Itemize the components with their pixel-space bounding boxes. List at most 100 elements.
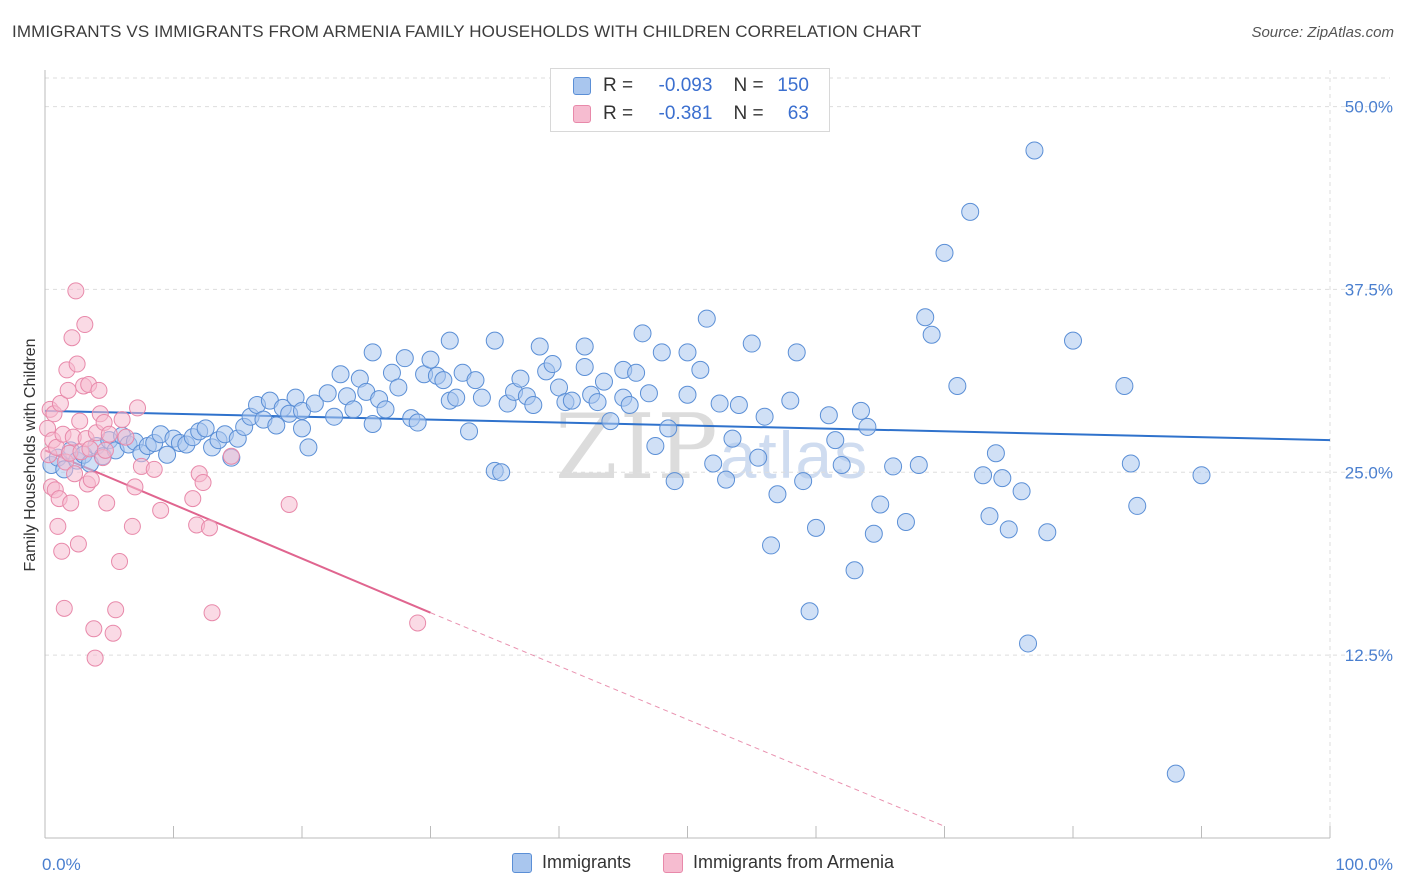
point-immigrants [318, 384, 337, 403]
point-immigrants [1019, 634, 1038, 653]
legend-swatch-immigrants [511, 852, 532, 873]
point-immigrants [627, 363, 646, 382]
n-value: 63 [787, 103, 809, 124]
point-armenia [66, 465, 84, 483]
points-immigrants [42, 141, 1211, 783]
y-tick-label: 12.5% [1345, 646, 1393, 665]
point-immigrants [896, 513, 915, 532]
point-immigrants [562, 391, 581, 410]
point-immigrants [717, 470, 736, 489]
point-immigrants [742, 334, 761, 353]
point-immigrants [999, 520, 1018, 539]
stats-legend: R = -0.093 N = 150 R = -0.381 N = 63 [550, 68, 830, 132]
chart-title: IMMIGRANTS VS IMMIGRANTS FROM ARMENIA FA… [12, 22, 922, 41]
r-label: R = [603, 75, 634, 96]
point-immigrants [691, 360, 710, 379]
point-immigrants [980, 507, 999, 526]
point-immigrants [492, 463, 511, 482]
watermark-atlas: atlas [719, 418, 870, 492]
point-armenia [104, 624, 122, 642]
watermark: ZIPatlas [555, 395, 869, 500]
point-armenia [69, 535, 87, 553]
point-armenia [51, 395, 69, 413]
point-immigrants [935, 243, 954, 262]
point-immigrants [1192, 466, 1211, 485]
point-immigrants [363, 343, 382, 362]
point-immigrants [543, 355, 562, 374]
stats-row-armenia: R = -0.381 N = 63 [573, 101, 809, 127]
point-immigrants [678, 343, 697, 362]
legend-item-armenia[interactable]: Immigrants from Armenia [662, 852, 894, 873]
n-value: 150 [777, 75, 809, 96]
point-immigrants [395, 349, 414, 368]
point-immigrants [344, 400, 363, 419]
point-immigrants [832, 455, 851, 474]
legend-item-immigrants[interactable]: Immigrants [511, 852, 631, 873]
point-immigrants [819, 406, 838, 425]
x-tick-label-max: 100.0% [1335, 855, 1393, 874]
point-armenia [145, 460, 163, 478]
point-immigrants [376, 400, 395, 419]
point-immigrants [575, 337, 594, 356]
point-immigrants [884, 457, 903, 476]
y-tick-label: 25.0% [1345, 463, 1393, 482]
point-immigrants [447, 388, 466, 407]
point-immigrants [909, 455, 928, 474]
point-armenia [123, 517, 141, 535]
r-value: -0.093 [658, 75, 713, 96]
point-armenia [200, 519, 218, 537]
point-immigrants [826, 431, 845, 450]
r-value: -0.381 [658, 103, 713, 124]
point-armenia [117, 428, 135, 446]
x-tick-label-min: 0.0% [42, 855, 81, 874]
point-armenia [113, 411, 131, 429]
point-armenia [53, 542, 71, 560]
point-immigrants [267, 416, 286, 435]
point-immigrants [749, 448, 768, 467]
point-armenia [90, 381, 108, 399]
trend-armenia [44, 449, 431, 614]
point-immigrants [601, 412, 620, 431]
point-immigrants [787, 343, 806, 362]
point-armenia [111, 553, 129, 571]
swatch-armenia [573, 105, 591, 123]
point-armenia [100, 425, 118, 443]
point-immigrants [755, 407, 774, 426]
point-immigrants [916, 308, 935, 327]
point-immigrants [408, 413, 427, 432]
point-immigrants [485, 331, 504, 350]
point-immigrants [472, 388, 491, 407]
point-immigrants [1012, 482, 1031, 501]
swatch-immigrants [573, 77, 591, 95]
y-axis-label: Family Households with Children [22, 339, 39, 572]
point-immigrants [986, 444, 1005, 463]
stats-row-immigrants: R = -0.093 N = 150 [573, 73, 809, 99]
point-armenia [107, 601, 125, 619]
point-immigrants [620, 395, 639, 414]
point-immigrants [659, 419, 678, 438]
point-immigrants [993, 469, 1012, 488]
point-immigrants [633, 324, 652, 343]
point-immigrants [363, 415, 382, 434]
point-armenia [55, 599, 73, 617]
point-immigrants [704, 454, 723, 473]
point-immigrants [440, 331, 459, 350]
point-armenia [71, 412, 89, 430]
point-armenia [62, 494, 80, 512]
point-immigrants [723, 429, 742, 448]
point-armenia [194, 474, 212, 492]
point-immigrants [158, 445, 177, 464]
point-immigrants [1038, 523, 1057, 542]
point-immigrants [434, 371, 453, 390]
point-immigrants [851, 401, 870, 420]
point-immigrants [652, 343, 671, 362]
series-legend: Immigrants Immigrants from Armenia [0, 852, 1406, 873]
point-immigrants [807, 518, 825, 537]
point-immigrants [1115, 376, 1134, 395]
point-armenia [59, 381, 77, 399]
point-armenia [126, 478, 144, 496]
point-immigrants [594, 372, 613, 391]
grid-lines [45, 70, 1390, 838]
point-armenia [129, 399, 147, 417]
point-immigrants [389, 378, 408, 397]
